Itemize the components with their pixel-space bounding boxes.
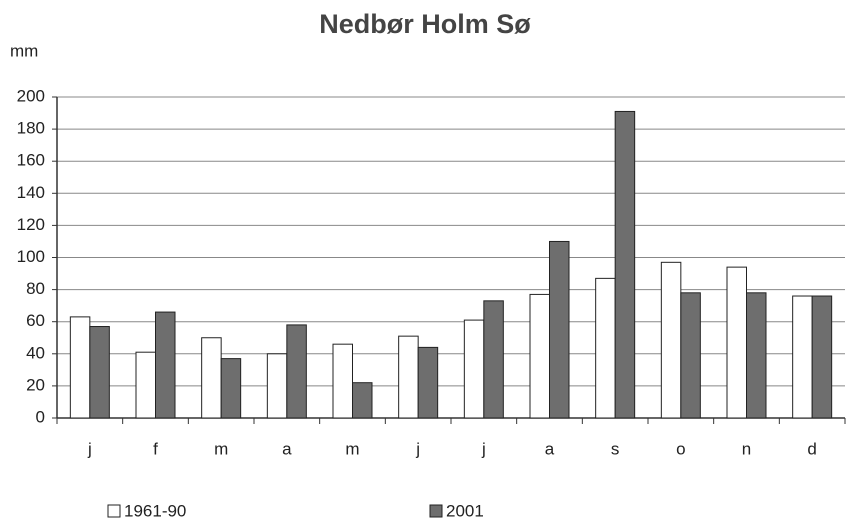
bar bbox=[220, 358, 242, 419]
x-tick-label: j bbox=[415, 439, 420, 458]
y-tick-label: 140 bbox=[17, 183, 45, 202]
x-tick-label: d bbox=[807, 439, 816, 458]
bar bbox=[135, 351, 156, 419]
bar bbox=[89, 326, 110, 419]
x-tick-label: o bbox=[676, 439, 685, 458]
bar bbox=[266, 353, 288, 419]
y-tick-label: 40 bbox=[26, 343, 45, 362]
x-tick-label: m bbox=[214, 439, 228, 458]
bar bbox=[680, 292, 701, 419]
x-tick-label: j bbox=[481, 439, 486, 458]
bar bbox=[69, 316, 91, 419]
bar bbox=[746, 292, 767, 419]
y-tick-label: 0 bbox=[36, 407, 45, 426]
legend-swatch bbox=[429, 504, 443, 518]
bar bbox=[483, 300, 504, 419]
legend-label: 1961-90 bbox=[124, 501, 186, 520]
x-tick-label: a bbox=[282, 439, 292, 458]
legend-label: 2001 bbox=[446, 501, 484, 520]
bar bbox=[201, 337, 222, 419]
y-axis-label: mm bbox=[10, 41, 38, 60]
bar bbox=[417, 346, 439, 419]
bar bbox=[595, 277, 616, 419]
x-tick-label: s bbox=[611, 439, 620, 458]
bar bbox=[155, 311, 176, 419]
y-tick-label: 120 bbox=[17, 215, 45, 234]
bar bbox=[286, 324, 307, 419]
bar bbox=[660, 261, 682, 419]
bar bbox=[463, 319, 485, 419]
y-tick-label: 180 bbox=[17, 119, 45, 138]
bar bbox=[726, 266, 747, 419]
legend-swatch bbox=[107, 504, 121, 518]
bar bbox=[332, 343, 353, 419]
y-tick-label: 200 bbox=[17, 86, 45, 105]
x-tick-label: a bbox=[545, 439, 555, 458]
bar bbox=[614, 110, 636, 419]
bar bbox=[549, 240, 570, 419]
bar bbox=[398, 335, 419, 419]
y-tick-label: 60 bbox=[26, 311, 45, 330]
bar bbox=[529, 293, 550, 419]
bar bbox=[792, 295, 813, 419]
x-tick-label: n bbox=[742, 439, 751, 458]
x-tick-label: f bbox=[153, 439, 158, 458]
y-tick-label: 20 bbox=[26, 375, 45, 394]
y-tick-label: 100 bbox=[17, 247, 45, 266]
x-tick-label: m bbox=[345, 439, 359, 458]
bar bbox=[811, 295, 833, 419]
y-tick-label: 160 bbox=[17, 151, 45, 170]
x-tick-label: j bbox=[87, 439, 92, 458]
y-tick-label: 80 bbox=[26, 279, 45, 298]
bar bbox=[352, 382, 373, 419]
chart-title: Nedbør Holm Sø bbox=[319, 9, 531, 39]
